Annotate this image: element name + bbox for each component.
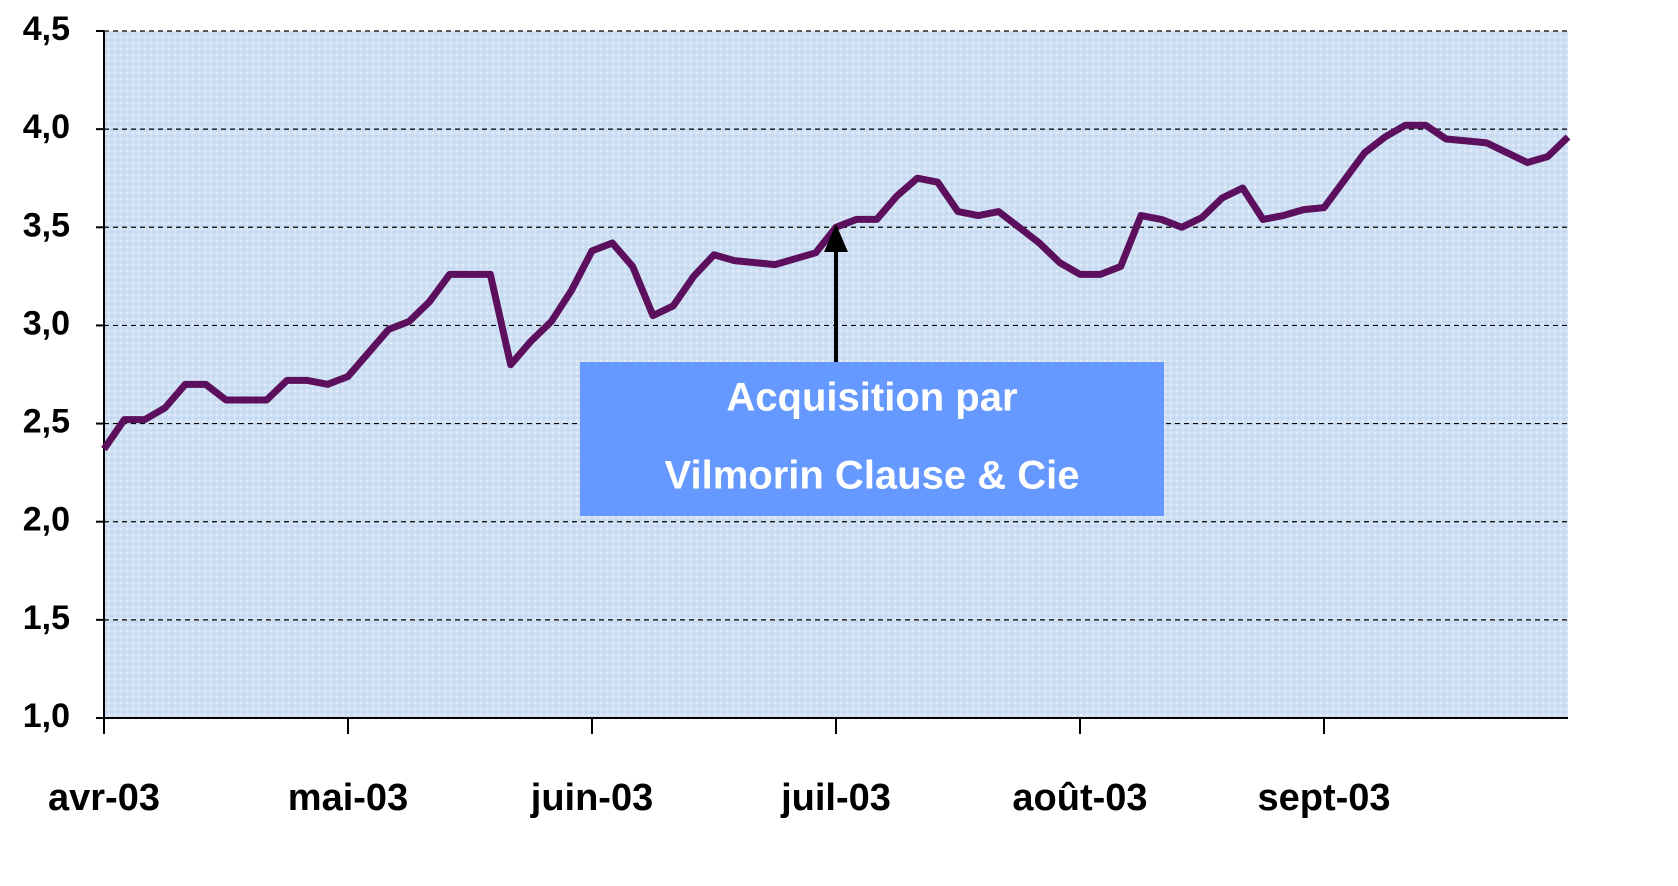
annotation-box bbox=[580, 362, 1164, 516]
annotation-arrowhead bbox=[824, 224, 848, 252]
y-tick-label: 3,0 bbox=[23, 304, 70, 342]
y-tick-label: 1,0 bbox=[23, 697, 70, 735]
annotation-text: Acquisition par bbox=[726, 376, 1017, 420]
x-tick-label: juil-03 bbox=[780, 777, 891, 819]
y-tick-label: 4,0 bbox=[23, 108, 70, 146]
x-tick-label: mai-03 bbox=[288, 777, 408, 819]
annotation-text: Vilmorin Clause & Cie bbox=[665, 454, 1080, 498]
y-tick-label: 2,0 bbox=[23, 501, 70, 539]
y-tick-label: 4,5 bbox=[23, 10, 70, 48]
y-tick-label: 2,5 bbox=[23, 403, 70, 441]
y-tick-label: 3,5 bbox=[23, 206, 70, 244]
x-tick-label: juin-03 bbox=[530, 777, 653, 819]
x-tick-label: août-03 bbox=[1012, 777, 1147, 819]
x-tick-label: sept-03 bbox=[1257, 777, 1390, 819]
y-tick-label: 1,5 bbox=[23, 599, 70, 637]
x-tick-label: avr-03 bbox=[48, 777, 160, 819]
